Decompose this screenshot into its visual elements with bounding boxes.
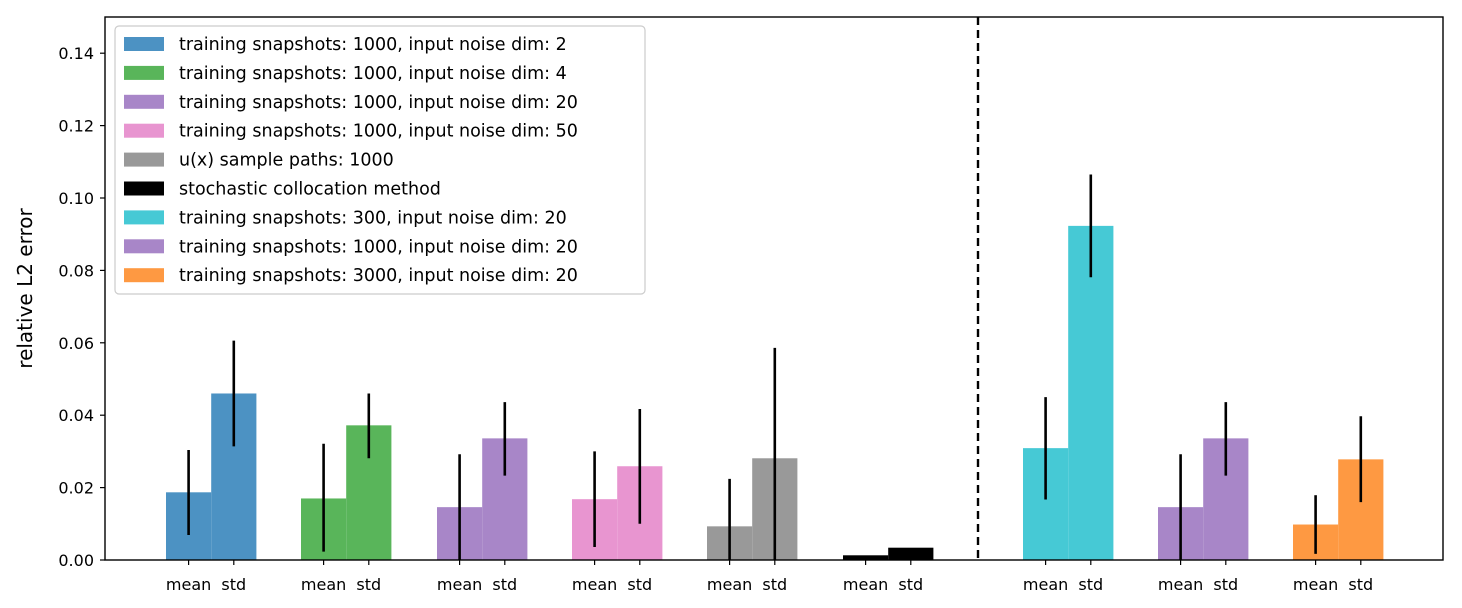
axes-frame xyxy=(104,16,1444,561)
legend-swatch-1 xyxy=(124,37,164,51)
bar-std-group-6 xyxy=(888,547,934,560)
x-axis: mean std mean std mean std mean std mean std mean s… xyxy=(166,560,1373,594)
legend: training snapshots: 1000, input noise di… xyxy=(114,25,646,295)
y-tick-label-0: 0.00 xyxy=(58,551,94,570)
legend-swatch-2 xyxy=(124,65,164,80)
y-tick-label-5: 0.10 xyxy=(58,189,94,208)
x-tick-label-mean-group-5: mean xyxy=(707,575,752,594)
x-tick-label-mean-group-1: mean xyxy=(166,575,211,594)
x-tick-label-mean-group-2: mean xyxy=(301,575,346,594)
legend-swatch-3 xyxy=(124,94,164,109)
bar-std-group-7 xyxy=(1068,225,1114,560)
bar-mean-group-6 xyxy=(843,555,889,560)
x-tick-label-std-group-3: std xyxy=(492,575,517,594)
legend-swatch-5 xyxy=(124,152,164,167)
y-tick-label-4: 0.08 xyxy=(58,261,94,280)
y-tick-label-7: 0.14 xyxy=(58,44,94,63)
legend-label-3: training snapshots: 1000, input noise di… xyxy=(179,93,578,113)
y-tick-label-3: 0.06 xyxy=(58,334,94,353)
legend-swatch-4 xyxy=(124,123,164,138)
legend-label-2: training snapshots: 1000, input noise di… xyxy=(179,64,567,84)
x-tick-label-std-group-1: std xyxy=(221,575,246,594)
x-tick-label-std-group-4: std xyxy=(627,575,652,594)
legend-label-8: training snapshots: 1000, input noise di… xyxy=(179,237,578,257)
legend-swatch-9 xyxy=(124,268,164,283)
errorbars-layer xyxy=(187,174,1363,560)
legend-swatch-6 xyxy=(124,181,164,196)
legend-label-6: stochastic collocation method xyxy=(179,180,441,200)
y-tick-label-2: 0.04 xyxy=(58,406,94,425)
legend-label-7: training snapshots: 300, input noise dim… xyxy=(179,208,567,228)
legend-box xyxy=(114,25,646,295)
legend-swatch-7 xyxy=(124,210,164,225)
y-tick-label-6: 0.12 xyxy=(58,117,94,136)
x-tick-label-std-group-2: std xyxy=(356,575,381,594)
x-tick-label-std-group-9: std xyxy=(1348,575,1373,594)
legend-label-9: training snapshots: 3000, input noise di… xyxy=(179,266,578,286)
x-tick-label-mean-group-6: mean xyxy=(843,575,888,594)
x-tick-label-std-group-6: std xyxy=(898,575,923,594)
legend-label-1: training snapshots: 1000, input noise di… xyxy=(179,35,567,55)
y-axis-title: relative L2 error xyxy=(13,208,37,369)
legend-swatch-8 xyxy=(124,239,164,254)
x-tick-label-std-group-5: std xyxy=(762,575,787,594)
x-tick-label-mean-group-9: mean xyxy=(1293,575,1338,594)
x-tick-label-mean-group-4: mean xyxy=(572,575,617,594)
x-tick-label-std-group-7: std xyxy=(1078,575,1103,594)
x-tick-label-mean-group-8: mean xyxy=(1158,575,1203,594)
legend-label-5: u(x) sample paths: 1000 xyxy=(179,151,394,171)
x-tick-label-std-group-8: std xyxy=(1213,575,1238,594)
x-tick-label-mean-group-3: mean xyxy=(437,575,482,594)
y-tick-label-1: 0.02 xyxy=(58,479,94,498)
legend-label-4: training snapshots: 1000, input noise di… xyxy=(179,122,578,142)
x-tick-label-mean-group-7: mean xyxy=(1023,575,1068,594)
bars-layer xyxy=(166,225,1384,560)
y-axis: 0.00 0.02 0.04 0.06 0.08 0.10 0.12 0.14 xyxy=(58,44,105,570)
